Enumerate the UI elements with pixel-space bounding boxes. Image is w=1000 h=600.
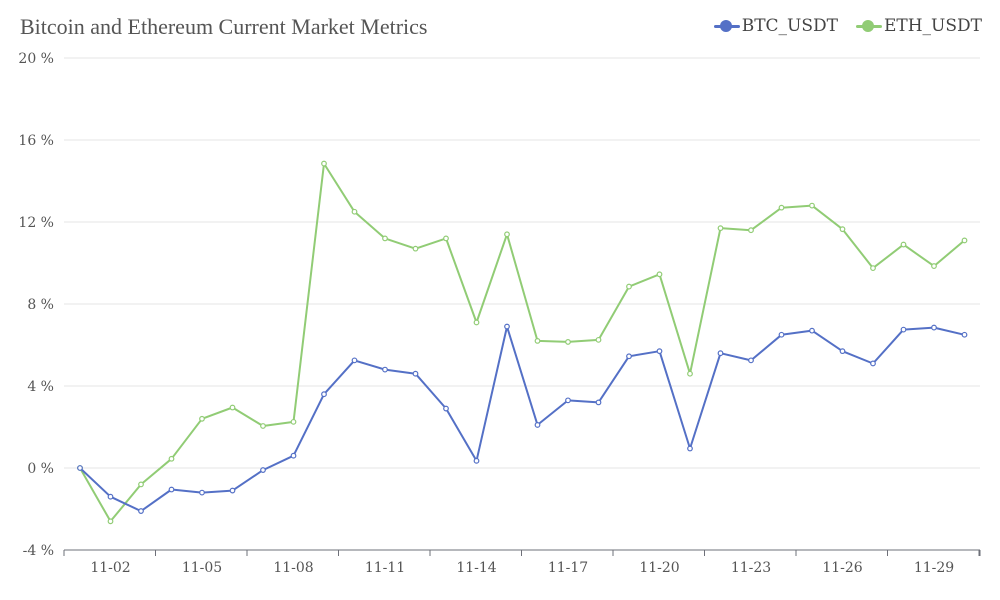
data-point-eth_usdt <box>534 338 541 344</box>
data-point-eth_usdt <box>138 481 144 488</box>
data-point-btc_usdt <box>839 348 846 355</box>
legend-swatch-eth <box>855 20 882 32</box>
data-point-btc_usdt <box>870 360 876 367</box>
series-line-eth_usdt <box>79 162 966 523</box>
data-point-eth_usdt <box>473 319 480 326</box>
data-point-btc_usdt <box>229 487 236 494</box>
data-point-btc_usdt <box>290 452 297 459</box>
data-point-btc_usdt <box>504 323 510 330</box>
data-point-btc_usdt <box>168 486 175 493</box>
legend-item-btc[interactable]: BTC_USDT <box>713 16 838 36</box>
data-point-eth_usdt <box>290 418 297 425</box>
data-point-btc_usdt <box>77 465 83 471</box>
y-tick-label: -4 % <box>23 543 54 559</box>
y-tick-label: 20 % <box>18 51 54 67</box>
data-point-eth_usdt <box>321 160 327 167</box>
data-point-btc_usdt <box>656 348 663 355</box>
data-point-eth_usdt <box>839 226 846 233</box>
data-point-eth_usdt <box>809 202 815 209</box>
data-point-eth_usdt <box>656 271 663 278</box>
y-tick-label: 4 % <box>27 379 54 395</box>
data-point-eth_usdt <box>870 265 876 272</box>
data-point-btc_usdt <box>717 350 724 357</box>
data-point-eth_usdt <box>687 370 693 377</box>
data-point-eth_usdt <box>931 263 937 269</box>
data-point-btc_usdt <box>260 467 266 473</box>
data-point-eth_usdt <box>382 235 388 242</box>
series-line-btc_usdt <box>79 325 965 513</box>
data-point-eth_usdt <box>229 404 236 411</box>
x-tick-label: 11-05 <box>182 560 222 576</box>
series-lines <box>77 160 968 525</box>
x-tick-label: 11-08 <box>273 560 313 576</box>
data-point-btc_usdt <box>809 327 815 334</box>
legend-label-btc: BTC_USDT <box>741 16 838 36</box>
data-point-eth_usdt <box>961 237 968 244</box>
data-point-eth_usdt <box>748 227 754 234</box>
legend-swatch-btc <box>713 20 740 32</box>
data-point-btc_usdt <box>900 326 907 333</box>
data-point-btc_usdt <box>138 508 144 514</box>
data-point-btc_usdt <box>565 397 571 404</box>
data-point-btc_usdt <box>107 493 114 500</box>
data-point-eth_usdt <box>565 339 571 345</box>
data-point-btc_usdt <box>534 422 541 428</box>
data-point-eth_usdt <box>626 283 632 290</box>
data-point-btc_usdt <box>778 331 785 338</box>
grid-lines <box>64 57 980 469</box>
chart-title: Bitcoin and Ethereum Current Market Metr… <box>20 14 428 39</box>
data-point-btc_usdt <box>626 353 632 360</box>
legend: BTC_USDT ETH_USDT <box>713 16 982 36</box>
data-point-btc_usdt <box>748 357 754 364</box>
y-tick-label: 16 % <box>18 133 54 149</box>
x-tick-label: 11-26 <box>822 560 862 576</box>
data-point-btc_usdt <box>931 324 937 331</box>
x-tick-label: 11-29 <box>914 560 954 576</box>
data-point-eth_usdt <box>900 241 907 248</box>
x-tick-label: 11-17 <box>548 560 588 576</box>
legend-label-eth: ETH_USDT <box>883 16 982 36</box>
data-point-btc_usdt <box>961 331 968 338</box>
data-point-eth_usdt <box>504 231 510 238</box>
data-point-eth_usdt <box>199 415 205 422</box>
data-point-btc_usdt <box>595 399 602 406</box>
data-point-eth_usdt <box>260 423 266 429</box>
data-point-btc_usdt <box>199 489 205 496</box>
data-point-btc_usdt <box>351 357 358 364</box>
y-axis: 20 % 16 % 12 % 8 % 4 % 0 % -4 % <box>18 51 54 559</box>
data-point-eth_usdt <box>107 518 114 525</box>
data-point-btc_usdt <box>687 445 693 452</box>
data-point-eth_usdt <box>717 225 724 232</box>
x-tick-label: 11-11 <box>365 560 405 576</box>
x-axis: 11-02 11-05 11-08 11-11 11-14 11-17 11-20 11-23… <box>63 549 981 576</box>
data-point-btc_usdt <box>382 366 388 373</box>
x-tick-label: 11-23 <box>731 560 771 576</box>
x-tick-label: 11-02 <box>90 560 130 576</box>
y-tick-label: 0 % <box>27 461 54 477</box>
data-point-btc_usdt <box>443 405 449 412</box>
data-point-eth_usdt <box>595 336 602 343</box>
data-point-btc_usdt <box>473 457 480 464</box>
data-point-eth_usdt <box>443 235 449 242</box>
data-point-eth_usdt <box>351 208 358 215</box>
legend-item-eth[interactable]: ETH_USDT <box>855 16 982 36</box>
y-tick-label: 12 % <box>18 215 54 231</box>
x-tick-label: 11-14 <box>456 560 496 576</box>
data-point-eth_usdt <box>778 204 785 211</box>
data-point-btc_usdt <box>321 391 327 398</box>
data-point-eth_usdt <box>412 245 419 252</box>
x-tick-label: 11-20 <box>639 560 679 576</box>
data-point-btc_usdt <box>412 370 419 377</box>
data-point-eth_usdt <box>168 455 175 462</box>
y-tick-label: 8 % <box>27 297 54 313</box>
